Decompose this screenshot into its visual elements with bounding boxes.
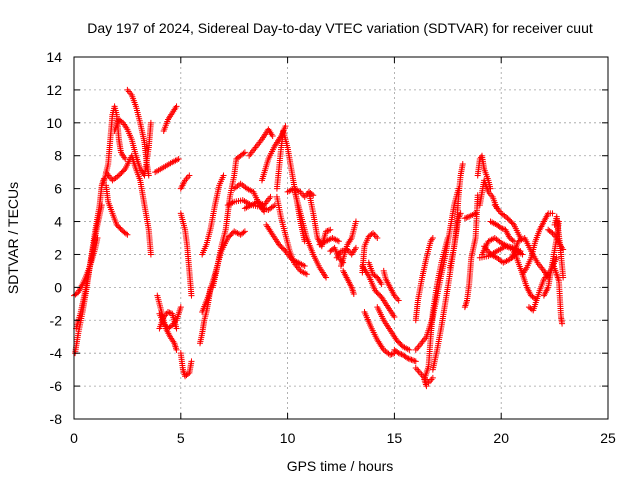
x-tick-label: 25 bbox=[600, 430, 616, 446]
y-tick-label: -4 bbox=[50, 345, 63, 361]
data-point bbox=[98, 202, 105, 209]
x-tick-label: 0 bbox=[70, 430, 78, 446]
data-track bbox=[177, 210, 195, 299]
data-point bbox=[226, 233, 233, 240]
data-point bbox=[175, 156, 182, 163]
data-point bbox=[224, 235, 231, 241]
y-tick-label: 0 bbox=[54, 279, 62, 295]
data-track bbox=[103, 182, 131, 238]
data-point bbox=[122, 230, 129, 237]
y-axis-title: SDTVAR / TECUs bbox=[5, 182, 21, 294]
data-track bbox=[156, 309, 180, 332]
y-tick-label: 10 bbox=[46, 115, 62, 131]
y-tick-label: 4 bbox=[54, 214, 62, 230]
data-point bbox=[120, 167, 127, 174]
data-point bbox=[173, 103, 180, 110]
data-point bbox=[240, 150, 247, 157]
data-point bbox=[115, 223, 122, 230]
data-track bbox=[461, 192, 481, 311]
y-tick-label: 8 bbox=[54, 148, 62, 164]
data-point bbox=[325, 227, 332, 234]
y-tick-label: 14 bbox=[46, 49, 62, 65]
data-point bbox=[117, 225, 124, 232]
data-point bbox=[117, 171, 124, 178]
data-point bbox=[241, 149, 248, 156]
y-tick-label: 6 bbox=[54, 181, 62, 197]
data-track bbox=[154, 292, 180, 353]
data-point bbox=[186, 172, 193, 179]
data-track bbox=[73, 202, 105, 332]
data-track bbox=[111, 116, 148, 179]
data-track bbox=[152, 156, 182, 176]
data-track bbox=[273, 128, 308, 245]
data-point bbox=[188, 292, 195, 299]
data-track bbox=[231, 180, 268, 215]
data-track bbox=[429, 210, 464, 373]
data-point bbox=[220, 172, 227, 179]
data-point bbox=[167, 323, 174, 330]
data-point bbox=[184, 371, 191, 378]
data-track bbox=[199, 172, 227, 258]
data-point bbox=[147, 251, 154, 258]
x-tick-label: 20 bbox=[493, 430, 509, 446]
data-point bbox=[124, 231, 131, 238]
data-point bbox=[188, 358, 195, 365]
y-tick-label: -6 bbox=[50, 378, 63, 394]
data-point bbox=[115, 172, 122, 179]
data-point bbox=[119, 168, 126, 175]
data-track bbox=[141, 119, 154, 179]
data-track bbox=[340, 267, 357, 297]
y-tick-label: -2 bbox=[50, 312, 63, 328]
data-point bbox=[177, 304, 184, 311]
data-track bbox=[338, 218, 359, 269]
data-point bbox=[166, 309, 173, 316]
plot-frame bbox=[73, 56, 609, 420]
x-tick-label: 15 bbox=[387, 430, 403, 446]
data-point bbox=[118, 169, 125, 176]
x-axis-title: GPS time / hours bbox=[287, 458, 394, 474]
data-point bbox=[228, 231, 235, 238]
data-point bbox=[147, 119, 154, 126]
data-point bbox=[240, 229, 247, 236]
data-track bbox=[103, 152, 154, 258]
data-points bbox=[71, 86, 567, 390]
data-track bbox=[199, 228, 248, 316]
x-tick-label: 10 bbox=[280, 430, 296, 446]
data-track bbox=[177, 172, 193, 192]
data-point bbox=[173, 325, 180, 332]
y-tick-label: 12 bbox=[46, 82, 62, 98]
gridlines bbox=[74, 57, 608, 419]
y-tick-label: 2 bbox=[54, 246, 62, 262]
data-point bbox=[173, 346, 180, 353]
data-point bbox=[113, 221, 120, 228]
x-tick-label: 5 bbox=[177, 430, 185, 446]
y-tick-label: -8 bbox=[50, 411, 63, 427]
data-point bbox=[164, 309, 171, 316]
data-track bbox=[284, 185, 317, 200]
data-point bbox=[116, 224, 123, 231]
data-track bbox=[160, 103, 180, 135]
data-point bbox=[227, 232, 234, 239]
chart-title: Day 197 of 2024, Sidereal Day-to-day VTE… bbox=[87, 20, 593, 36]
data-track bbox=[177, 350, 195, 380]
